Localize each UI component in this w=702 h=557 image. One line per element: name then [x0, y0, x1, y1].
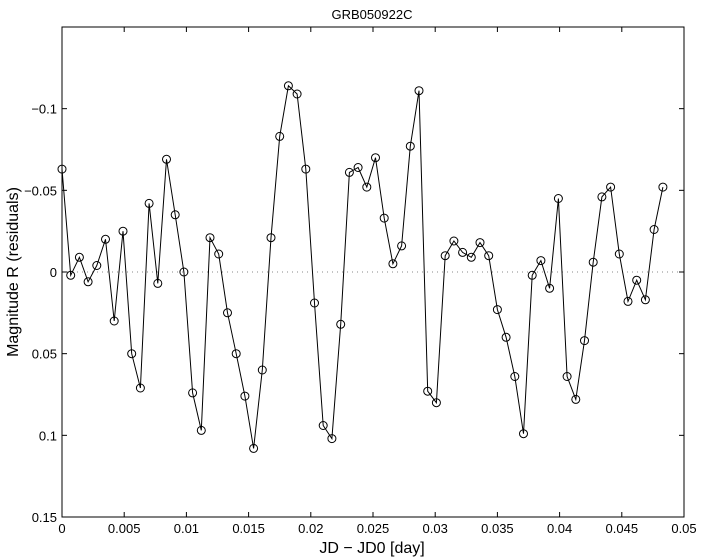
data-point: [440, 251, 450, 261]
data-point: [344, 167, 354, 177]
data-point: [318, 421, 328, 430]
data-point: [614, 249, 624, 259]
data-point: [449, 236, 459, 246]
data-point: [562, 372, 572, 381]
data-point: [205, 233, 215, 243]
data-point: [266, 233, 276, 243]
x-tick-label: 0.01: [174, 521, 199, 536]
data-point: [179, 267, 189, 277]
data-point: [379, 213, 389, 223]
data-point: [336, 319, 346, 329]
data-point: [83, 277, 93, 287]
data-point: [188, 388, 198, 398]
data-point: [423, 386, 433, 396]
data-point: [327, 434, 337, 444]
data-point: [388, 259, 398, 269]
x-axis-ticks: 0 0.005 0.01 0.015 0.02 0.025 0.03 0.035 0.04 0.0…: [58, 27, 697, 536]
data-point: [249, 443, 259, 453]
data-point: [501, 332, 511, 342]
data-point: [623, 296, 633, 306]
data-point: [362, 182, 372, 192]
data-point: [371, 153, 380, 163]
x-tick-label: 0.005: [108, 521, 141, 536]
data-point: [74, 252, 84, 262]
data-point: [458, 247, 468, 257]
data-point: [580, 336, 589, 346]
y-tick-label: 0.1: [39, 428, 57, 443]
y-tick-label: −0.05: [24, 183, 57, 198]
data-point: [353, 163, 363, 172]
data-point: [144, 198, 154, 208]
data-point: [397, 241, 407, 251]
y-axis-ticks: −0.1 −0.05 0 0.05 0.1 0.15: [24, 102, 684, 525]
data-point: [649, 225, 659, 234]
data-point: [431, 398, 441, 408]
data-point: [283, 81, 293, 91]
data-point: [597, 192, 607, 202]
data-point: [553, 194, 563, 203]
chart-title: GRB050922C: [332, 7, 413, 22]
x-tick-label: 0.02: [298, 521, 323, 536]
data-point: [240, 391, 250, 401]
y-axis-title: Magnitude R (residuals): [5, 187, 22, 357]
x-tick-label: 0.025: [357, 521, 390, 536]
data-point: [57, 164, 67, 174]
data-point: [292, 89, 302, 99]
series-line: [61, 84, 664, 449]
data-point: [127, 349, 137, 359]
x-tick-label: 0.045: [606, 521, 639, 536]
data-point: [101, 234, 110, 244]
data-point: [275, 131, 285, 141]
x-tick-label: 0.04: [547, 521, 572, 536]
data-point: [466, 252, 476, 262]
data-point: [153, 278, 163, 288]
data-points: [57, 81, 668, 453]
data-point: [92, 261, 102, 270]
y-tick-label: 0: [50, 265, 57, 280]
data-point: [492, 305, 502, 315]
y-tick-label: 0.15: [32, 510, 57, 525]
x-tick-label: 0.035: [481, 521, 514, 536]
data-point: [66, 270, 76, 280]
data-point: [214, 249, 224, 259]
data-point: [475, 238, 485, 248]
x-tick-label: 0: [58, 521, 65, 536]
data-point: [170, 210, 180, 220]
x-tick-label: 0.03: [423, 521, 448, 536]
data-point: [223, 308, 232, 318]
data-point: [109, 316, 119, 326]
data-point: [231, 349, 241, 359]
data-point: [414, 86, 424, 96]
data-point: [588, 257, 598, 267]
data-point: [484, 251, 494, 261]
data-point: [257, 365, 267, 375]
data-point: [405, 141, 415, 151]
data-point: [571, 394, 581, 404]
data-point: [196, 425, 206, 435]
x-tick-label: 0.015: [232, 521, 265, 536]
data-point: [632, 275, 642, 285]
data-point: [118, 226, 128, 236]
data-point: [640, 295, 650, 305]
data-point: [162, 154, 171, 164]
data-point: [606, 182, 616, 192]
y-tick-label: 0.05: [32, 347, 57, 362]
data-point: [536, 256, 546, 266]
data-point: [658, 182, 668, 192]
data-point: [519, 429, 528, 439]
data-point: [310, 298, 319, 308]
data-point: [527, 270, 537, 280]
data-point: [545, 283, 555, 293]
data-point: [135, 383, 145, 393]
x-tick-label: 0.05: [671, 521, 696, 536]
y-tick-label: −0.1: [31, 102, 57, 117]
data-point: [301, 164, 311, 174]
x-axis-title: JD − JD0 [day]: [319, 540, 424, 557]
data-point: [510, 372, 520, 381]
